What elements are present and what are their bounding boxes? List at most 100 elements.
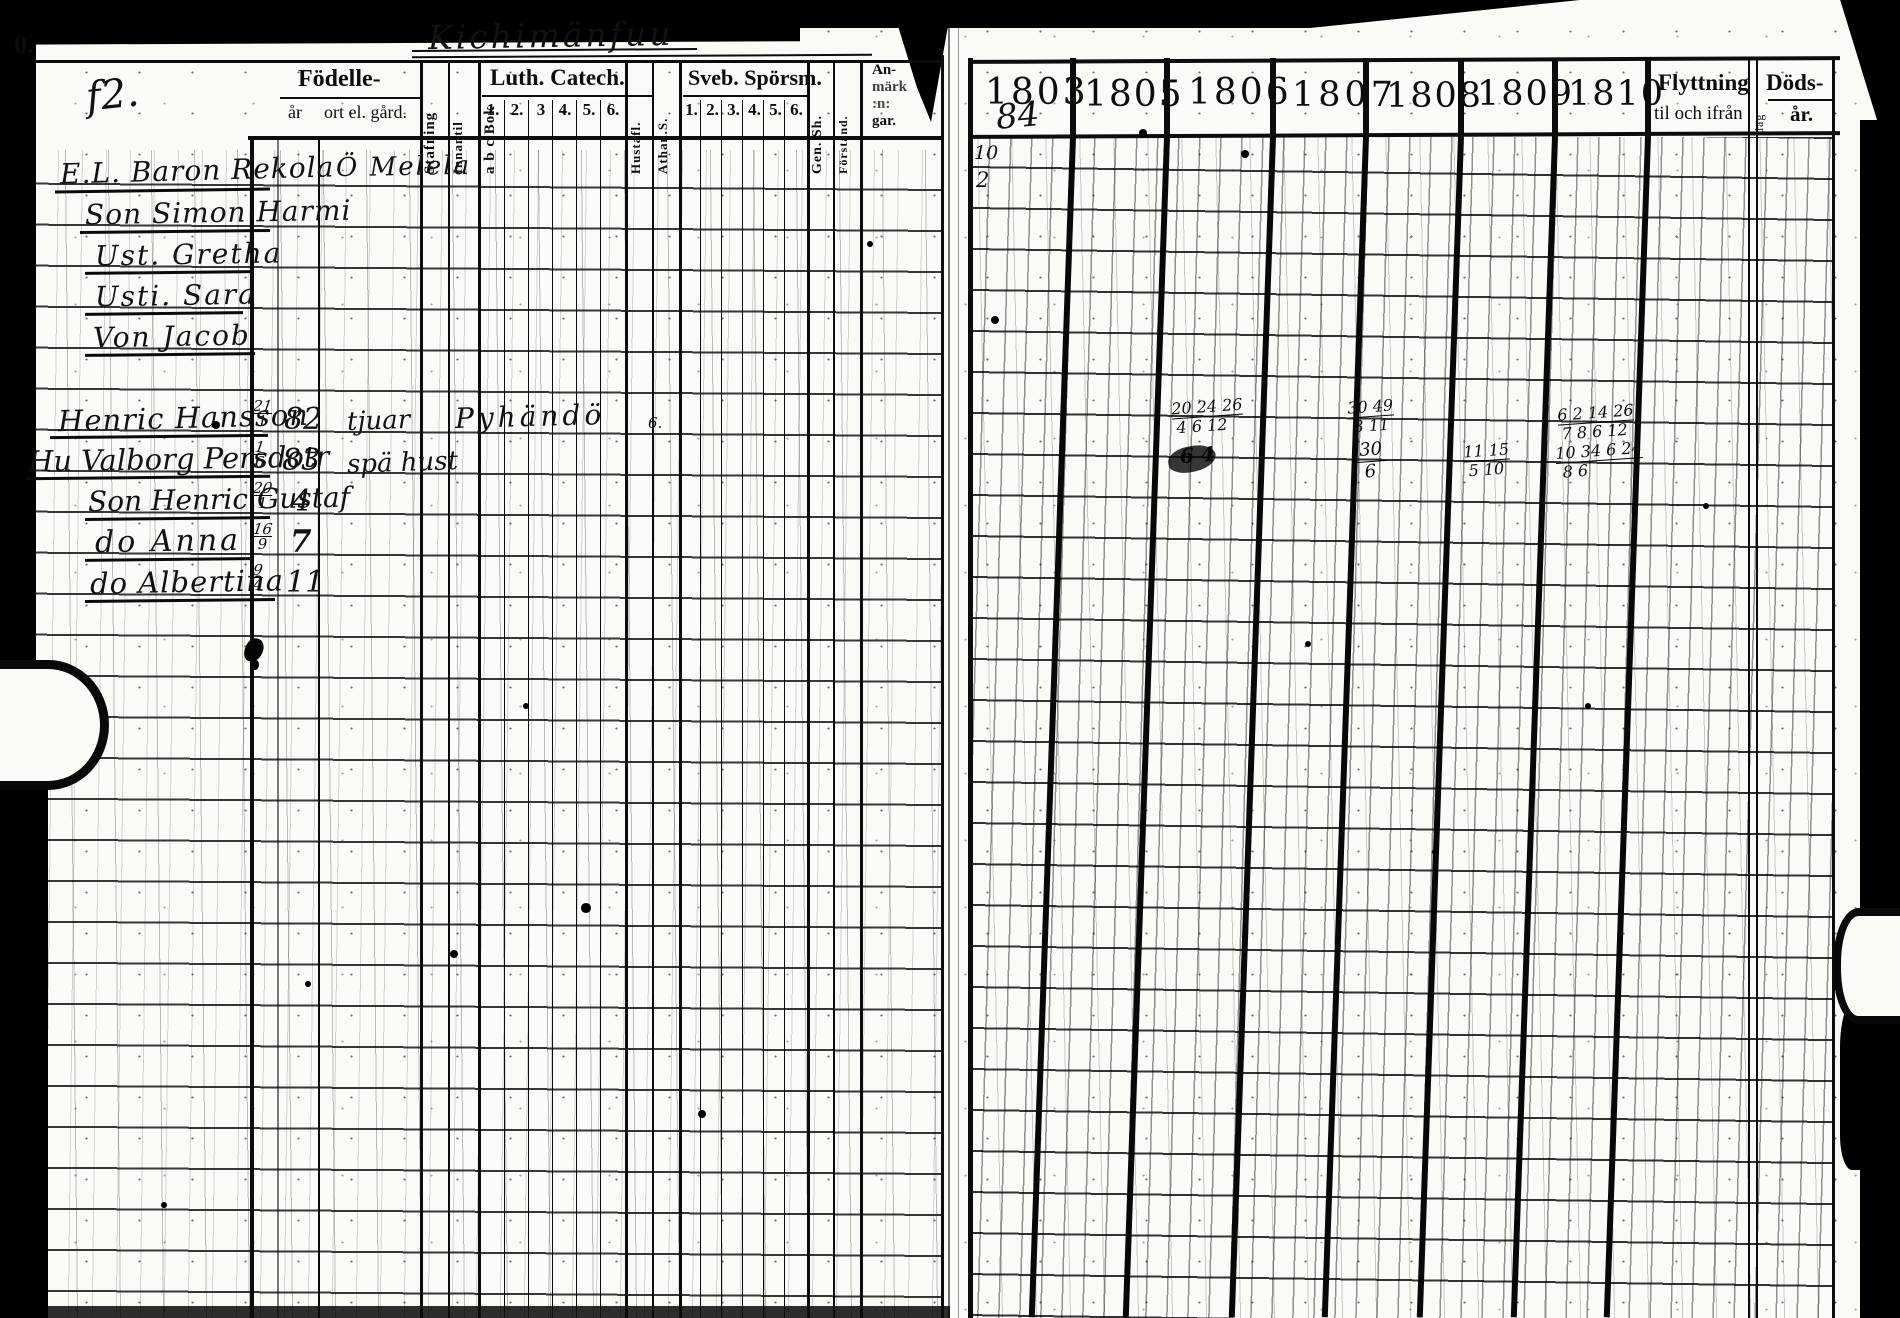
header-fodelse-ort: ort el. gård.: [324, 102, 407, 122]
entry-name: Von Jacob: [92, 318, 252, 355]
entry-status: spä hust: [346, 446, 459, 480]
entry-birth-date: 21 1: [250, 397, 275, 431]
binding-line-2: [958, 26, 959, 1318]
entry-extra-mark: 6.: [648, 414, 663, 432]
yearline-h-4: [1363, 58, 1369, 137]
flyttning-dods-line-1: [1748, 58, 1750, 1318]
entry-ort: Ö Melela: [335, 150, 472, 184]
entry-birth-date: 9 4: [250, 561, 265, 593]
left-header-top-rule: [34, 60, 944, 63]
yearline-h-5: [1458, 58, 1464, 137]
mark-bottom: 5 10: [1468, 459, 1505, 481]
luth-underline: [482, 95, 654, 97]
entry-birth-year: 83: [282, 443, 321, 478]
col-line-sveb4: [763, 100, 764, 1318]
communion-mark-1807-row1: 30 49 3 11: [1347, 395, 1395, 437]
header-sveb-sporsm: Sveb. Spörsm.: [688, 65, 822, 90]
thumb-shadow: [1840, 995, 1900, 1170]
binding-line-1: [948, 26, 950, 1318]
folio-number: 0.: [14, 30, 34, 59]
header-anmarkningar: An- märk :n: gar.: [872, 62, 938, 130]
header-dods: Döds-: [1766, 70, 1824, 95]
col-line-names: [250, 138, 254, 1318]
header-hustafl: Hustafl.: [628, 121, 643, 174]
yearline-h-3: [1270, 58, 1276, 137]
year-1809: 1809: [1477, 74, 1575, 114]
entry-name: Son Simon Harmi: [84, 193, 352, 232]
entry-birth-date: 1 6: [252, 438, 267, 470]
col-line-day: [277, 138, 279, 1318]
finger-left: [0, 660, 109, 790]
col-line-sveb5: [784, 100, 785, 1318]
flyttning-dods-line-2: [1756, 58, 1758, 1318]
year-1805: 1805: [1084, 74, 1184, 115]
col-line-innantil: [448, 62, 450, 1318]
margin-figure-bottom: 2: [976, 168, 990, 192]
right-page-left-edge: [968, 58, 973, 1318]
header-fodelse-ar: år: [288, 102, 302, 122]
col-line-luth5: [600, 100, 601, 1318]
scan-edge-left-lower: [0, 760, 48, 1318]
scan-edge-bottom: [0, 1306, 950, 1318]
anm-line-2: märk: [872, 79, 907, 95]
right-header-top-rule: [967, 56, 1841, 64]
entry-birth-year: 11: [286, 565, 325, 600]
sveb-num-2: 2.: [706, 100, 719, 119]
col-line-luth2: [528, 100, 529, 1318]
col-line-hustafl: [625, 62, 628, 1318]
communion-mark-1809-row2: 11 15 5 10: [1463, 439, 1511, 481]
birth-day: 21: [250, 397, 275, 415]
sveb-subcolumn-numbers: 1. 2. 3. 4. 5. 6.: [681, 100, 807, 120]
birth-day: 9: [250, 561, 265, 579]
yearline-h-1: [1070, 58, 1076, 137]
year-1807: 1807: [1292, 75, 1398, 115]
sveb-num-6: 6.: [790, 100, 803, 119]
col-line-ar: [318, 138, 320, 1318]
ink-blob-small: [252, 660, 259, 670]
col-line-athan: [652, 62, 654, 1318]
header-gen-sh: Gen. Sh.: [810, 115, 825, 174]
right-page-right-edge: [1832, 58, 1835, 1318]
luth-num-3: 3: [536, 100, 546, 119]
luth-num-5: 5.: [582, 100, 596, 119]
birth-day: 1: [252, 438, 267, 456]
communion-mark-1806-row1: 20 24 26 4 6 12: [1171, 395, 1245, 439]
col-line-gen: [807, 62, 810, 1318]
year-1803: 1803: [985, 72, 1089, 113]
anm-line-1: An-: [872, 62, 897, 78]
header-flyttning-sub: til och ifrån: [1654, 103, 1743, 124]
entry-birth-date: 16 9: [250, 520, 275, 552]
entry-birth-date: 20 1: [250, 479, 275, 511]
note-under-1803: 84: [994, 94, 1041, 138]
col-line-luth4: [576, 100, 577, 1318]
birth-day: 16: [250, 520, 275, 538]
header-forstand: Förständ.: [836, 115, 850, 174]
header-athan: Athan.S.: [655, 117, 670, 174]
sveb-num-1: 1.: [685, 100, 698, 119]
entry-name: Ust. Gretha: [94, 236, 283, 273]
luth-num-1: 1.: [486, 100, 500, 119]
col-line-stafning: [420, 62, 423, 1318]
entry-name: do Anna: [94, 522, 242, 561]
fodelse-underline: [280, 97, 420, 99]
year-1806: 1806: [1188, 72, 1292, 113]
anm-line-3: :n:: [872, 96, 891, 112]
header-flyttning: Flyttning: [1658, 70, 1749, 95]
header-fodelse: Födelle-: [298, 66, 381, 92]
col-line-abc: [478, 62, 481, 1318]
sveb-underline: [683, 95, 807, 97]
left-header-bottom-rule: [248, 136, 944, 140]
col-line-anm: [860, 62, 863, 1318]
entry-birth-year: 4: [292, 484, 312, 519]
mark-bottom: 3 11: [1353, 415, 1390, 437]
birth-month: 1: [257, 412, 268, 431]
col-line-forstand: [833, 62, 835, 1318]
sveb-num-4: 4.: [748, 100, 761, 119]
communion-mark-1807-row2: 30 6: [1354, 438, 1389, 483]
col-line-luth3: [552, 100, 553, 1318]
sveb-num-5: 5.: [769, 100, 782, 119]
col-line-sveb3: [742, 100, 743, 1318]
entry-status: tjuar: [346, 404, 411, 438]
header-dods-dag: dag: [1752, 113, 1766, 134]
